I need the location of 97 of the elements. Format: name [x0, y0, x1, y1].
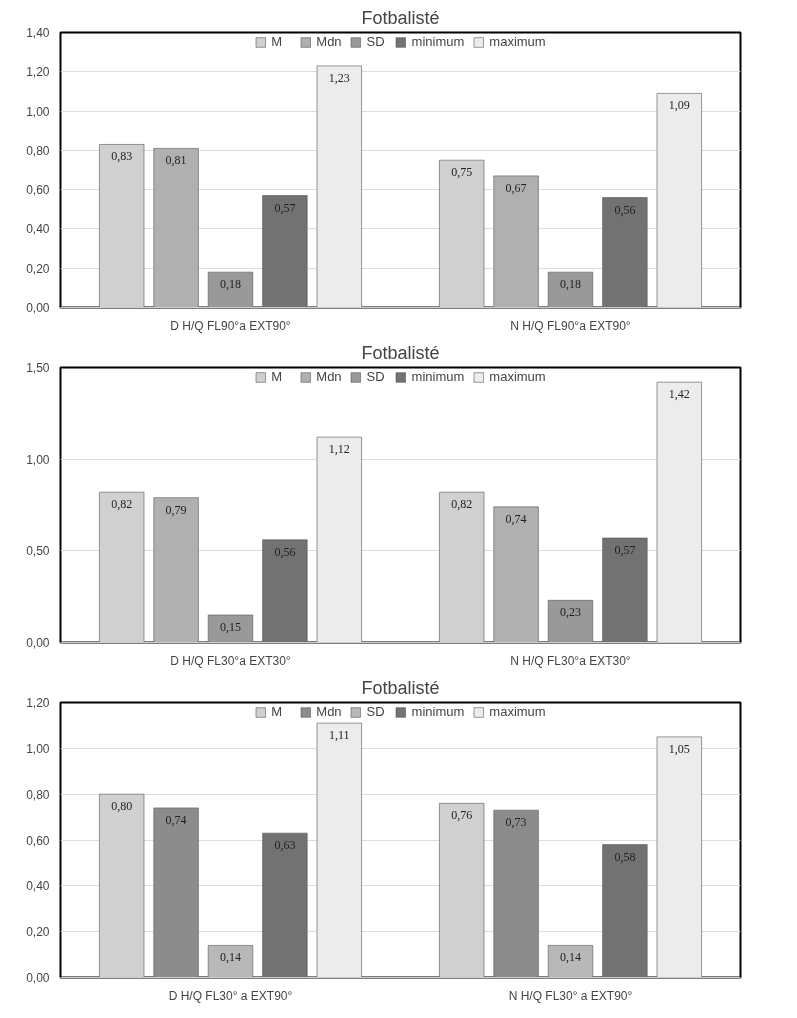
x-tick-label: N H/Q FL90°a EXT90°	[510, 318, 631, 333]
y-tick-label: 0,60	[26, 833, 50, 848]
bar	[262, 539, 308, 643]
y-tick-label: 0,80	[26, 787, 50, 802]
x-tick-label: N H/Q FL30° a EXT90°	[508, 988, 633, 1003]
bar	[656, 381, 702, 643]
bar	[656, 736, 702, 978]
legend-label: minimum	[411, 34, 465, 49]
y-tick-label: 0,40	[26, 879, 50, 894]
data-label: 0,23	[560, 605, 581, 620]
data-label: 0,18	[560, 277, 581, 292]
data-label: 1,12	[328, 442, 350, 457]
data-label: 0,81	[165, 153, 187, 168]
data-label: 0,14	[560, 950, 581, 965]
chart-title: Fotbalisté	[361, 677, 440, 698]
x-tick-label: D H/Q FL30°a EXT30°	[170, 653, 291, 668]
data-label: 1,23	[328, 70, 350, 85]
data-label: 0,76	[451, 808, 473, 823]
data-label: 0,63	[274, 838, 296, 853]
y-tick-label: 0,00	[26, 636, 50, 650]
y-tick-label: 1,00	[26, 104, 50, 119]
data-label: 0,80	[111, 799, 133, 814]
y-tick-label: 0,60	[26, 183, 50, 198]
legend-label: maximum	[489, 704, 546, 719]
data-label: 0,82	[451, 497, 473, 512]
bar	[153, 148, 199, 308]
y-tick-label: 1,40	[26, 26, 50, 40]
bar	[547, 600, 594, 643]
bar	[602, 197, 648, 308]
data-label: 1,42	[668, 387, 690, 402]
bar	[207, 614, 254, 643]
bar	[316, 436, 362, 643]
chart-title: Fotbalisté	[361, 7, 440, 28]
legend-label: SD	[366, 704, 386, 719]
legend-label: Mdn	[316, 704, 342, 719]
y-tick-label: 0,50	[26, 544, 50, 559]
bar	[602, 844, 648, 978]
data-label: 0,74	[165, 812, 187, 827]
y-tick-label: 1,20	[26, 65, 50, 80]
data-label: 0,67	[505, 180, 527, 195]
data-label: 0,56	[274, 544, 296, 559]
data-label: 1,05	[668, 741, 690, 756]
x-tick-label: D H/Q FL30° a EXT90°	[168, 988, 293, 1003]
chart-title: Fotbalisté	[361, 342, 440, 363]
data-label: 1,09	[668, 98, 690, 113]
bar	[602, 537, 648, 643]
data-label: 0,73	[505, 815, 527, 830]
y-tick-label: 0,20	[26, 925, 50, 940]
bar	[207, 271, 254, 308]
bar	[493, 175, 539, 308]
legend-label: SD	[366, 369, 386, 384]
y-tick-label: 0,80	[26, 143, 50, 158]
bar	[316, 65, 362, 308]
legend-label: M	[271, 369, 284, 384]
legend-label: M	[271, 704, 284, 719]
legend-label: Mdn	[316, 369, 342, 384]
data-label: 1,11	[329, 728, 350, 743]
y-tick-label: 1,00	[26, 452, 50, 467]
data-label: 0,15	[220, 620, 241, 634]
y-tick-label: 0,00	[26, 301, 50, 315]
legend-label: maximum	[489, 369, 546, 384]
data-label: 0,82	[111, 497, 133, 512]
bar	[316, 722, 362, 978]
data-label: 0,75	[451, 165, 473, 180]
bar	[493, 506, 539, 643]
bar	[262, 195, 308, 308]
bar	[153, 497, 199, 643]
legend-label: Mdn	[316, 34, 342, 49]
legend-label: minimum	[411, 704, 465, 719]
legend-label: minimum	[411, 369, 465, 384]
data-label: 0,18	[220, 277, 241, 292]
x-tick-label: D H/Q FL90°a EXT90°	[170, 318, 291, 333]
y-tick-label: 0,00	[26, 971, 50, 985]
legend-label: maximum	[489, 34, 546, 49]
y-tick-label: 1,50	[26, 361, 50, 375]
bar	[547, 945, 594, 978]
data-label: 0,74	[505, 511, 527, 526]
data-label: 0,83	[111, 149, 133, 164]
legend-label: SD	[366, 34, 386, 49]
bar	[493, 809, 539, 978]
legend-label: M	[271, 34, 284, 49]
data-label: 0,57	[274, 200, 296, 215]
data-label: 0,14	[220, 950, 241, 965]
y-tick-label: 0,40	[26, 222, 50, 237]
bar	[656, 93, 702, 308]
data-label: 0,58	[614, 849, 636, 864]
bar	[153, 807, 199, 978]
x-tick-label: N H/Q FL30°a EXT30°	[510, 653, 631, 668]
y-tick-label: 1,00	[26, 741, 50, 756]
y-tick-label: 1,20	[26, 696, 50, 710]
y-tick-label: 0,20	[26, 261, 50, 276]
bar	[262, 832, 308, 978]
bar	[207, 945, 254, 978]
data-label: 0,56	[614, 202, 636, 217]
data-label: 0,57	[614, 543, 636, 557]
bar	[547, 271, 594, 308]
data-label: 0,79	[165, 502, 187, 517]
